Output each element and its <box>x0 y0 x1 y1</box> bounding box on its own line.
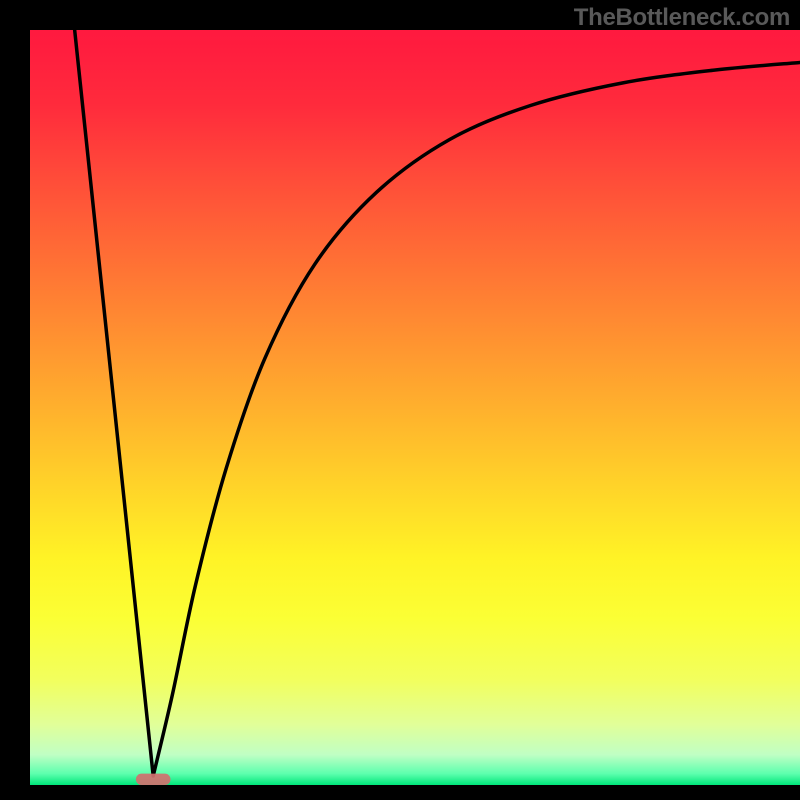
watermark-label: TheBottleneck.com <box>574 4 790 32</box>
chart-container: TheBottleneck.com <box>0 0 800 800</box>
optimal-marker <box>136 774 171 785</box>
plot-background <box>30 30 800 785</box>
bottleneck-chart <box>0 0 800 800</box>
